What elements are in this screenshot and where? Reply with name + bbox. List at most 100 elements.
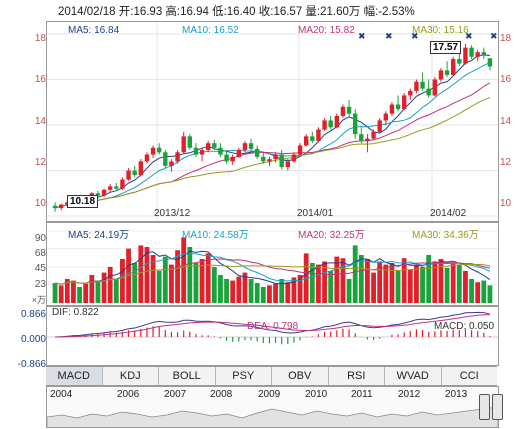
macd-ytick: 0.866 — [20, 309, 46, 320]
candle-body — [371, 131, 376, 139]
tab-cci[interactable]: CCI — [459, 370, 479, 382]
volume-bar — [273, 283, 278, 303]
vol-ma10-line — [55, 253, 491, 285]
volume-panel[interactable] — [46, 222, 499, 306]
ma10-line — [54, 62, 491, 209]
candle-body — [279, 154, 284, 168]
volume-bar — [346, 279, 352, 303]
volume-bar — [89, 275, 95, 303]
tab-boll[interactable]: BOLL — [159, 367, 216, 385]
candle-body — [432, 79, 438, 96]
vol-unit: ×万 — [31, 295, 46, 305]
volume-bar — [71, 280, 76, 303]
volume-bar — [113, 279, 119, 303]
volume-bar — [426, 255, 432, 303]
volume-bar — [199, 259, 205, 303]
volume-bar — [211, 267, 217, 303]
vol-ma30-label: MA30: 34.36万 — [412, 230, 479, 241]
candle-body — [383, 113, 389, 121]
volume-bar — [193, 263, 199, 303]
volume-bar — [58, 285, 64, 303]
candle-body — [199, 150, 205, 155]
navigator-left-handle[interactable] — [479, 394, 490, 420]
candle-body — [169, 161, 174, 166]
macd-ytick: -0.866 — [17, 359, 46, 370]
candle-body — [408, 90, 413, 96]
volume-bar — [242, 272, 248, 303]
navigator-year: 2006 — [117, 389, 140, 400]
event-marker-icon: ✖ — [358, 32, 366, 42]
price-ytick-left: 16 — [34, 74, 46, 85]
navigator-year: 2008 — [210, 389, 233, 400]
candle-body — [285, 161, 291, 168]
volume-bar — [389, 263, 395, 303]
volume-bar — [450, 263, 456, 303]
tab-rsi[interactable]: RSI — [329, 367, 385, 385]
tab-kdj[interactable]: KDJ — [103, 367, 159, 385]
tab-macd[interactable]: MACD — [46, 367, 103, 385]
navigator-year: 2009 — [258, 389, 281, 400]
price-ytick-left: 18 — [34, 33, 46, 44]
x-tick-label: 2014/01 — [297, 208, 334, 219]
candle-body — [175, 152, 180, 162]
volume-bar — [334, 256, 340, 303]
candle-body — [463, 47, 468, 64]
navigator-year: 2004 — [50, 389, 73, 400]
volume-bar — [224, 279, 229, 303]
candle-body — [95, 193, 101, 196]
candle-body — [291, 154, 297, 162]
tab-wvad[interactable]: WVAD — [385, 367, 442, 385]
timeline-navigator[interactable]: 2004 2006 2007 2008 2009 2010 2011 2012 … — [46, 386, 499, 428]
volume-bar — [150, 255, 156, 303]
price-ytick-right: 16 — [500, 74, 512, 85]
macd-dif-label: DIF: 0.822 — [52, 307, 99, 318]
volume-bar — [218, 275, 223, 303]
volume-bar — [309, 263, 315, 303]
volume-bar — [77, 287, 82, 303]
tab-psy[interactable]: PSY — [216, 367, 272, 385]
price-panel[interactable]: ✖ ✖ ✖ ✖ ✖ — [46, 21, 499, 222]
candle-body — [236, 150, 242, 157]
vol-ma30-line — [55, 263, 490, 285]
event-marker-icon: ✖ — [411, 32, 419, 42]
price-ytick-left: 10 — [34, 198, 46, 209]
volume-bar — [181, 237, 187, 303]
candle-body — [377, 120, 382, 132]
volume-bar — [328, 271, 334, 303]
candle-body — [450, 59, 456, 75]
volume-bar — [169, 264, 174, 303]
volume-bar — [144, 247, 150, 303]
navigator-year: 2013 — [445, 389, 468, 400]
volume-bar — [260, 287, 266, 303]
volume-chart — [47, 230, 498, 303]
low-price-callout: 10.18 — [67, 195, 99, 208]
price-ytick-right: 14 — [500, 116, 512, 127]
candle-body — [475, 52, 480, 57]
volume-bar — [101, 272, 107, 303]
vol-ytick: 68 — [34, 248, 46, 259]
volume-bar — [358, 255, 364, 303]
price-ytick-right: 10 — [500, 198, 512, 209]
volume-bar — [297, 275, 303, 303]
candle-body — [346, 106, 352, 114]
navigator-right-handle[interactable] — [492, 394, 503, 420]
volume-bar — [107, 267, 113, 303]
volume-bar — [205, 253, 211, 303]
candle-body — [261, 156, 266, 162]
macd-panel[interactable] — [46, 306, 499, 366]
candle-body — [218, 147, 223, 155]
volume-bar — [395, 271, 401, 303]
tab-obv[interactable]: OBV — [272, 367, 329, 385]
indicator-tab-bar: MACD KDJ BOLL PSY OBV RSI WVAD CCI — [46, 366, 497, 386]
volume-bar — [230, 280, 236, 303]
candle-body — [212, 143, 217, 148]
volume-bar — [340, 258, 346, 303]
candle-body — [322, 120, 327, 130]
macd-dif-line — [55, 311, 491, 338]
candle-body — [187, 136, 193, 148]
candle-body — [181, 136, 186, 153]
candle-body — [359, 134, 364, 141]
candle-body — [230, 156, 235, 162]
candle-body — [316, 129, 321, 141]
volume-bar — [456, 264, 462, 303]
